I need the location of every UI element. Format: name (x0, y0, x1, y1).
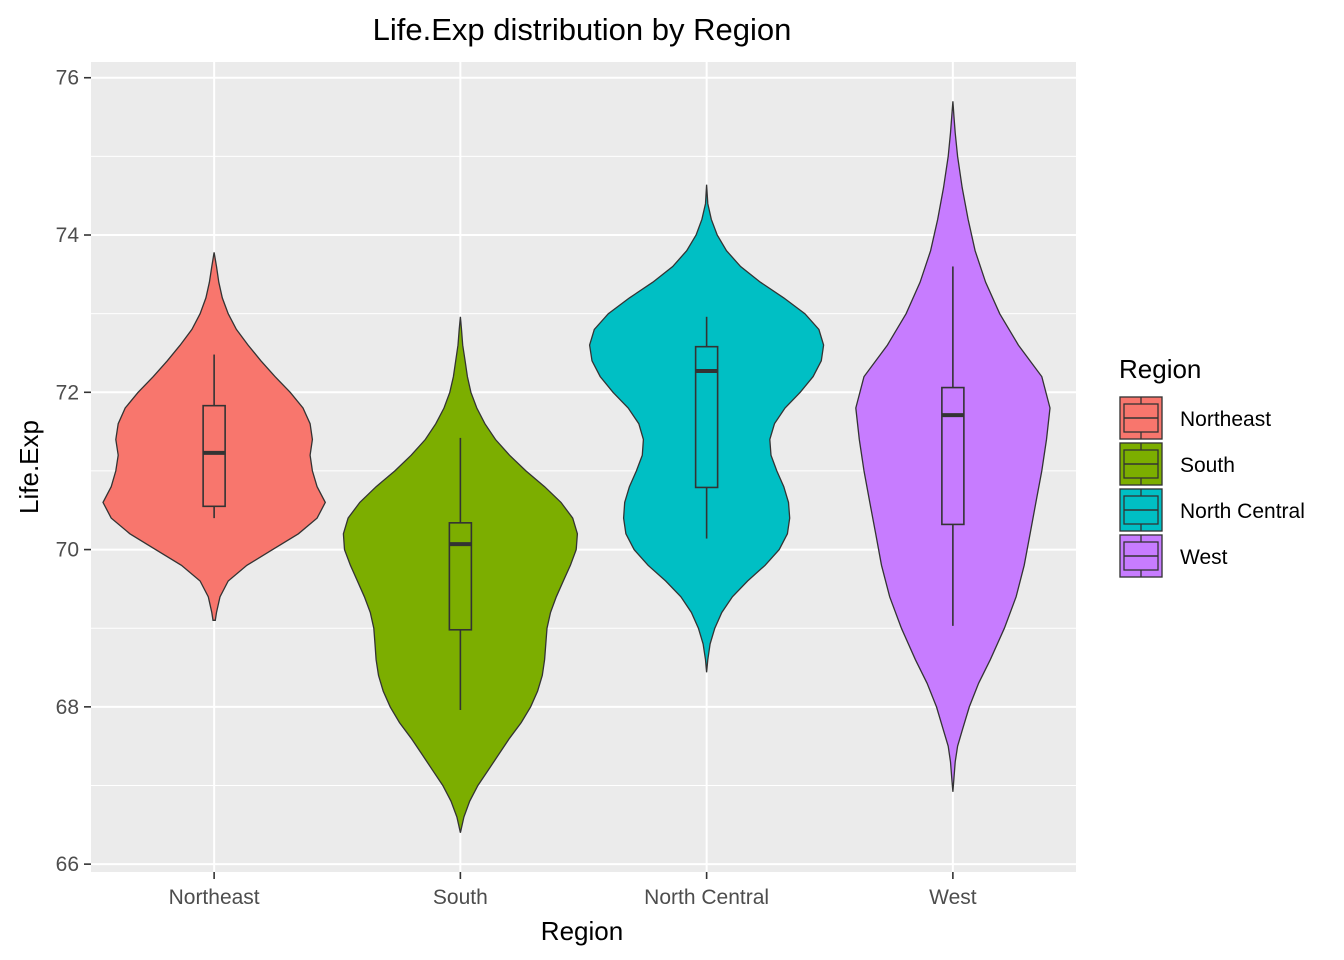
y-axis-title: Life.Exp (14, 420, 44, 514)
y-axis: 66 68 70 72 74 76 (56, 67, 91, 876)
y-tick-label: 68 (56, 696, 79, 719)
box (448, 522, 473, 631)
x-tick-label: Northeast (169, 886, 260, 909)
y-tick-label: 70 (56, 539, 79, 562)
y-tick-label: 76 (56, 67, 79, 90)
box (202, 404, 226, 508)
legend-label-west: West (1180, 546, 1228, 569)
x-tick-label: West (929, 886, 977, 909)
y-tick-label: 66 (56, 853, 79, 876)
box (941, 386, 965, 526)
x-axis: Northeast South North Central West (169, 872, 977, 909)
y-tick-label: 72 (56, 381, 79, 404)
legend-label-south: South (1180, 454, 1235, 477)
legend-label-northeast: Northeast (1180, 408, 1271, 431)
box (694, 345, 719, 489)
x-axis-title: Region (541, 916, 623, 946)
violins (102, 101, 1051, 833)
y-tick-label: 74 (56, 224, 80, 247)
legend-label-north-central: North Central (1180, 500, 1305, 523)
legend: Region Northeast South North Central West (1119, 354, 1305, 578)
chart-title: Life.Exp distribution by Region (373, 12, 792, 47)
legend-title: Region (1119, 354, 1201, 384)
x-tick-label: South (433, 886, 488, 909)
x-tick-label: North Central (644, 886, 769, 909)
